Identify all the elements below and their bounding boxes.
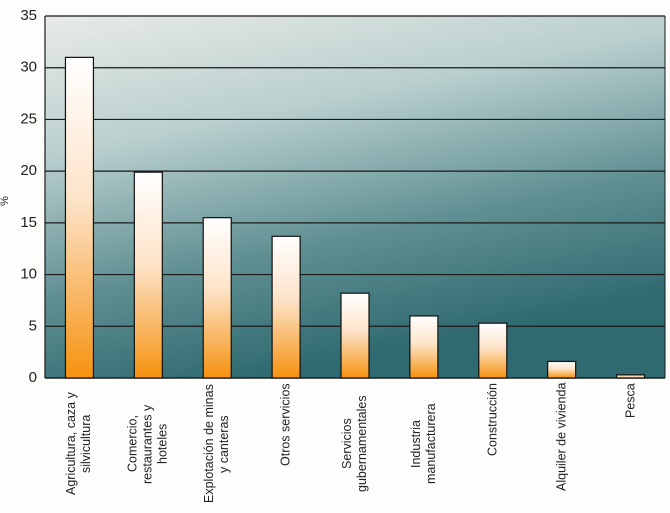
x-tick-label-box: Agricultura, caza y silvicultura xyxy=(64,383,94,505)
x-tick-label-box: Servicios gubernamentales xyxy=(340,383,370,505)
x-tick-label-box: Pesca xyxy=(623,383,638,505)
y-tick-label: 10 xyxy=(20,266,37,283)
x-tick-label: Servicios gubernamentales xyxy=(340,395,369,493)
bar xyxy=(340,292,370,379)
bar xyxy=(409,315,439,379)
bar xyxy=(64,56,95,379)
x-tick-label-box: Otros servicios xyxy=(279,383,294,505)
x-tick-label: Comercio, restaurantes y hoteles xyxy=(125,404,170,484)
y-axis-title: % xyxy=(0,196,11,206)
y-tick-label: 35 xyxy=(20,7,37,24)
bar xyxy=(478,322,508,379)
x-tick-label-box: Industria manufacturera xyxy=(409,383,439,505)
x-tick-label-box: Comercio, restaurantes y hoteles xyxy=(126,383,171,505)
x-tick-label: Otros servicios xyxy=(278,383,293,466)
x-tick-label-box: Alquiler de vivienda xyxy=(554,383,569,505)
y-tick-label: 20 xyxy=(20,162,37,179)
y-tick-label: 5 xyxy=(29,317,37,334)
bar xyxy=(547,360,577,379)
x-tick-label: Industria manufacturera xyxy=(408,403,438,485)
x-tick-label: Pesca xyxy=(623,383,638,418)
x-tick-label-box: Explotación de minas y canteras xyxy=(202,383,232,505)
y-tick-label: 30 xyxy=(20,59,37,76)
x-tick-label: Alquiler de vivienda xyxy=(554,383,569,492)
y-tick-label: 0 xyxy=(29,369,37,386)
x-tick-label: Explotación de minas y canteras xyxy=(202,384,232,504)
bar xyxy=(615,374,646,379)
x-tick-label: Construcción xyxy=(485,383,500,456)
y-tick-label: 25 xyxy=(20,110,37,127)
bar xyxy=(133,171,163,379)
x-tick-label-box: Construcción xyxy=(485,383,500,505)
bar xyxy=(202,217,232,379)
bar xyxy=(271,235,301,379)
y-tick-label: 15 xyxy=(20,214,37,231)
x-tick-label: Agricultura, caza y silvicultura xyxy=(64,392,94,496)
